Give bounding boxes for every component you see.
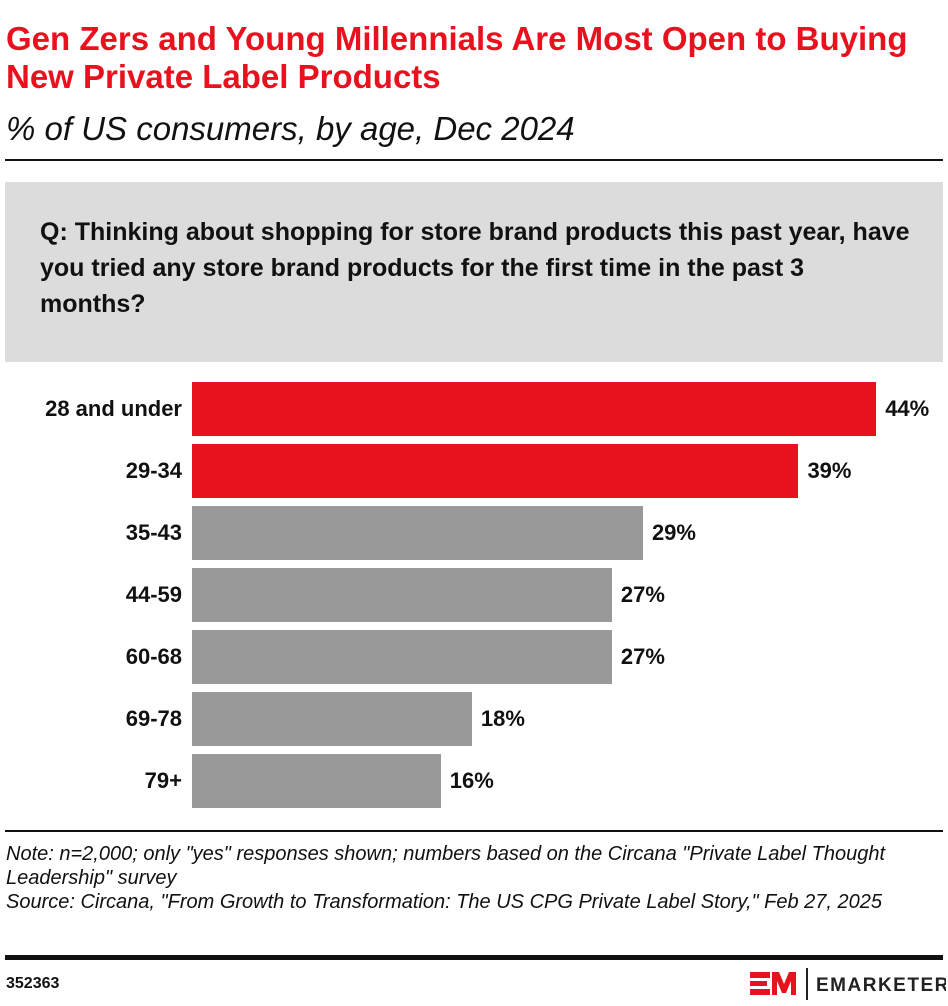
category-label: 44-59: [125, 582, 182, 607]
category-label: 29-34: [125, 458, 182, 483]
divider: [5, 955, 943, 960]
note-text: Note: n=2,000; only "yes" responses show…: [6, 843, 886, 889]
question-text: Q: Thinking about shopping for store bra…: [40, 218, 910, 318]
bar: [192, 382, 877, 436]
emarketer-logo: EMARKETER: [750, 968, 946, 1000]
value-label: 27%: [620, 644, 665, 669]
value-label: 16%: [449, 768, 494, 793]
value-label: 27%: [620, 582, 665, 607]
bar: [192, 568, 612, 622]
category-label: 69-78: [125, 706, 182, 731]
value-label: 44%: [885, 396, 930, 421]
category-label: 35-43: [125, 520, 182, 545]
category-label: 28 and under: [45, 396, 182, 421]
value-label: 39%: [807, 458, 852, 483]
bar: [192, 444, 799, 498]
category-label: 79+: [144, 768, 182, 793]
em-logo-icon: [750, 972, 796, 995]
chart-id: 352363: [6, 975, 60, 992]
chart-subtitle: % of US consumers, by age, Dec 2024: [6, 110, 575, 147]
value-label: 29%: [651, 520, 696, 545]
question-box: Q: Thinking about shopping for store bra…: [5, 182, 943, 362]
footnote: Note: n=2,000; only "yes" responses show…: [6, 842, 941, 914]
bar: [192, 506, 643, 560]
bar: [192, 692, 472, 746]
emarketer-wordmark: EMARKETER: [816, 975, 946, 995]
category-label: 60-68: [125, 644, 182, 669]
divider: [5, 830, 943, 832]
source-text: Source: Circana, "From Growth to Transfo…: [6, 891, 883, 913]
bar: [192, 754, 441, 808]
chart-title: Gen Zers and Young Millennials Are Most …: [6, 20, 908, 95]
value-label: 18%: [480, 706, 525, 731]
bar: [192, 630, 612, 684]
svg-text:EMARKETER: EMARKETER: [816, 975, 946, 995]
divider: [5, 159, 943, 161]
